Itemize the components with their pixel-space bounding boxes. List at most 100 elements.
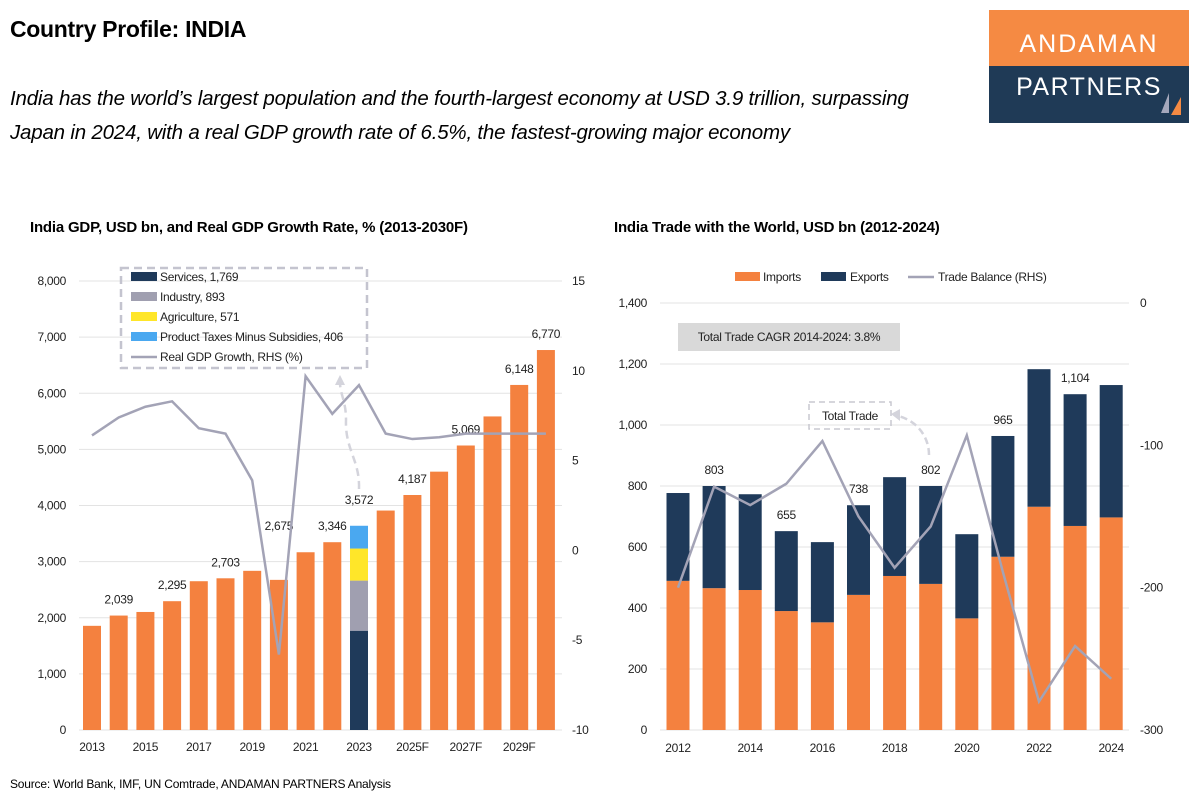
imports-bar xyxy=(774,611,798,730)
exports-bar xyxy=(774,531,798,612)
x-tick-label: 2023 xyxy=(346,740,372,754)
y-tick-label: 3,000 xyxy=(37,555,66,569)
legend-label: Real GDP Growth, RHS (%) xyxy=(160,350,303,364)
imports-bar xyxy=(666,580,690,730)
gdp-bar xyxy=(83,625,101,730)
x-tick-label: 2020 xyxy=(954,741,980,755)
page-subtitle: India has the world’s largest population… xyxy=(10,87,909,144)
data-label: 738 xyxy=(849,482,869,496)
x-tick-label: 2029F xyxy=(503,740,536,754)
cagr-box xyxy=(678,323,900,351)
data-label: 2,675 xyxy=(265,519,294,533)
x-tick-label: 2015 xyxy=(133,740,159,754)
bar-2023-segment xyxy=(350,630,368,730)
logo-line1: ANDAMAN xyxy=(989,10,1189,66)
callout-arrow xyxy=(897,414,931,456)
exports-bar xyxy=(955,534,979,619)
imports-bar xyxy=(1099,517,1123,730)
y-tick-label: 600 xyxy=(628,540,648,554)
y-tick-label: 800 xyxy=(628,479,648,493)
logo-line2-block: PARTNERS xyxy=(989,66,1189,123)
y2-tick-label: 10 xyxy=(572,364,585,378)
sail-icon xyxy=(1161,93,1181,115)
y-tick-label: 1,400 xyxy=(618,296,647,310)
exports-bar xyxy=(810,542,834,623)
x-tick-label: 2024 xyxy=(1098,741,1124,755)
data-label: 2,703 xyxy=(211,555,240,569)
x-tick-label: 2016 xyxy=(810,741,836,755)
x-tick-label: 2018 xyxy=(882,741,908,755)
exports-bar xyxy=(883,477,907,576)
legend-label: Services, 1,769 xyxy=(160,270,239,284)
total-trade-annotation: Total Trade xyxy=(822,409,879,423)
gdp-bar xyxy=(430,471,449,730)
data-label: 2,039 xyxy=(104,593,133,607)
bar-2023-segment xyxy=(350,525,368,549)
gdp-bar xyxy=(269,579,288,730)
legend-label: Trade Balance (RHS) xyxy=(938,270,1047,284)
y-tick-label: 0 xyxy=(641,723,648,737)
logo-line2: PARTNERS xyxy=(1016,73,1162,101)
y-tick-label: 5,000 xyxy=(37,442,66,456)
data-label: 802 xyxy=(921,463,941,477)
imports-bar xyxy=(1063,525,1087,730)
arrowhead-icon xyxy=(891,409,900,421)
legend-label: Agriculture, 571 xyxy=(160,310,240,324)
exports-bar xyxy=(1027,369,1051,507)
gdp-bar xyxy=(376,510,395,730)
y-tick-label: 8,000 xyxy=(37,274,66,288)
imports-bar xyxy=(1027,506,1051,730)
y-tick-label: 7,000 xyxy=(37,330,66,344)
exports-bar xyxy=(1099,385,1123,518)
gdp-bar xyxy=(109,615,128,730)
data-label: 803 xyxy=(705,463,725,477)
gdp-bar xyxy=(323,542,342,730)
legend-label: Imports xyxy=(763,270,801,284)
legend-swatch-imports xyxy=(735,272,760,281)
y-tick-label: 1,000 xyxy=(37,667,66,681)
gdp-bar xyxy=(243,570,262,730)
imports-bar xyxy=(847,594,870,730)
x-tick-label: 2013 xyxy=(79,740,105,754)
legend-box xyxy=(119,266,369,370)
legend-swatch-exports xyxy=(821,272,846,281)
y2-tick-label: 5 xyxy=(572,454,579,468)
legend-swatch xyxy=(131,332,157,341)
y-tick-label: 6,000 xyxy=(37,386,66,400)
imports-bar xyxy=(919,583,943,730)
y-tick-label: 1,200 xyxy=(618,357,647,371)
gdp-bar xyxy=(536,350,555,730)
exports-bar xyxy=(847,505,870,595)
andaman-partners-logo: ANDAMAN PARTNERS xyxy=(989,10,1189,123)
y2-tick-label: -200 xyxy=(1140,581,1163,595)
x-tick-label: 2017 xyxy=(186,740,212,754)
source-note: Source: World Bank, IMF, UN Comtrade, AN… xyxy=(10,777,391,791)
legend-label: Product Taxes Minus Subsidies, 406 xyxy=(160,330,344,344)
gdp-chart-title: India GDP, USD bn, and Real GDP Growth R… xyxy=(30,219,468,236)
gdp-bar xyxy=(456,445,475,730)
y2-tick-label: -5 xyxy=(572,633,583,647)
arrowhead-icon xyxy=(335,375,345,385)
y-tick-label: 0 xyxy=(60,723,67,737)
cagr-annotation: Total Trade CAGR 2014-2024: 3.8% xyxy=(698,330,881,344)
exports-bar xyxy=(738,494,762,591)
imports-bar xyxy=(702,588,726,730)
data-label: 2,295 xyxy=(158,578,187,592)
y2-tick-label: 0 xyxy=(572,543,579,557)
exports-bar xyxy=(1063,394,1087,526)
page-title: Country Profile: INDIA xyxy=(10,16,247,42)
y-tick-label: 200 xyxy=(628,662,648,676)
data-label: 4,187 xyxy=(398,472,427,486)
imports-bar xyxy=(883,575,907,730)
legend-label: Exports xyxy=(850,270,889,284)
data-label: 3,346 xyxy=(318,519,347,533)
x-tick-label: 2022 xyxy=(1026,741,1052,755)
trade-balance-line xyxy=(676,431,1113,705)
gdp-bar xyxy=(136,611,155,730)
exports-bar xyxy=(702,486,726,589)
gdp-bar xyxy=(510,384,529,730)
data-label: 3,572 xyxy=(345,493,374,507)
data-label: 965 xyxy=(993,413,1013,427)
exports-bar xyxy=(991,435,1015,557)
